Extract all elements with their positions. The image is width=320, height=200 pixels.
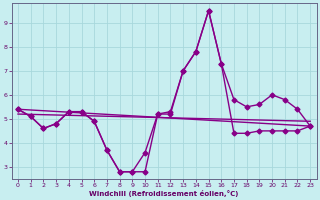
- X-axis label: Windchill (Refroidissement éolien,°C): Windchill (Refroidissement éolien,°C): [89, 190, 239, 197]
